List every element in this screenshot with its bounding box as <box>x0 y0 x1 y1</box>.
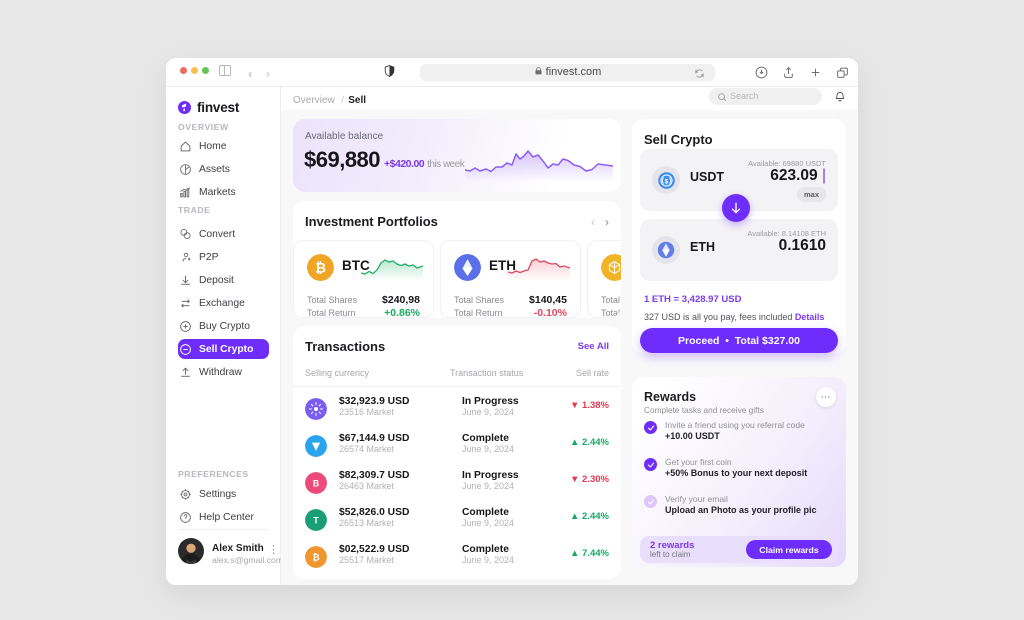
svg-text:$: $ <box>664 178 668 185</box>
svg-text:B: B <box>313 478 320 488</box>
svg-text:₿: ₿ <box>312 552 319 562</box>
svg-text:₿: ₿ <box>315 261 326 276</box>
svg-text:T: T <box>313 515 319 525</box>
